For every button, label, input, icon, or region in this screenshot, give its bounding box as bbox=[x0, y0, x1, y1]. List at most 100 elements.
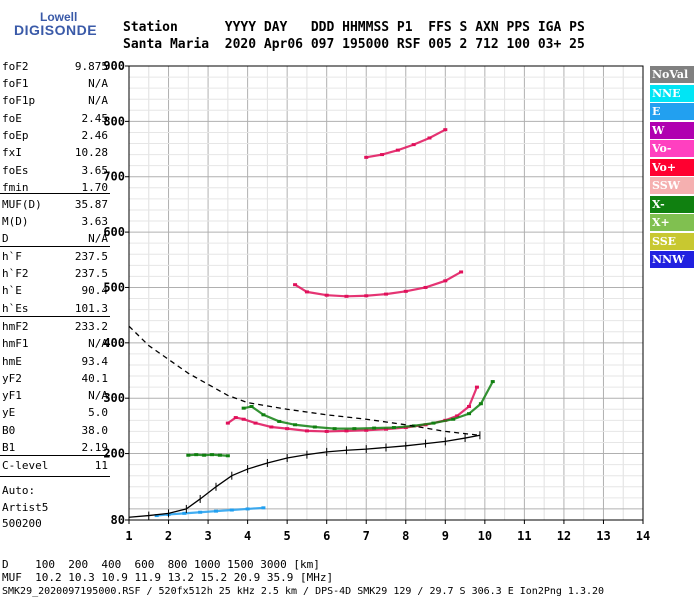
param-name: foF1 bbox=[2, 77, 29, 90]
param-row: foF1 N/A bbox=[2, 77, 108, 95]
footer-file-info: SMK29_2020097195000.RSF / 520fx512h 25 k… bbox=[2, 586, 605, 597]
autoscaling-version: 500200 bbox=[2, 517, 42, 530]
param-value: 5.0 bbox=[88, 406, 108, 419]
y-tick-label: 800 bbox=[103, 114, 125, 128]
param-value: N/A bbox=[88, 94, 108, 107]
param-value: 38.0 bbox=[81, 424, 109, 437]
param-name: C-level bbox=[2, 459, 49, 472]
x-tick-label: 13 bbox=[596, 529, 610, 543]
param-row: M(D) 3.63 bbox=[2, 215, 108, 233]
y-tick-label: 400 bbox=[103, 336, 125, 350]
param-row: fmin 1.70 bbox=[2, 181, 108, 199]
param-name: h`F2 bbox=[2, 267, 29, 280]
legend-item: E bbox=[650, 103, 694, 120]
param-row: h`E 90.4 bbox=[2, 284, 108, 302]
param-row: hmF1 N/A bbox=[2, 337, 108, 355]
param-value: 237.5 bbox=[74, 250, 108, 263]
param-value: N/A bbox=[88, 232, 108, 245]
param-value: 3.65 bbox=[81, 164, 109, 177]
param-value: 11 bbox=[94, 459, 108, 472]
param-value: 10.28 bbox=[74, 146, 108, 159]
param-name: B1 bbox=[2, 441, 16, 454]
param-separator bbox=[0, 246, 110, 247]
param-row: B0 38.0 bbox=[2, 424, 108, 442]
legend-item: NNW bbox=[650, 251, 694, 268]
param-name: M(D) bbox=[2, 215, 29, 228]
legend-item: SSW bbox=[650, 177, 694, 194]
param-value: 101.3 bbox=[74, 302, 108, 315]
param-row: yE 5.0 bbox=[2, 406, 108, 424]
series-trace bbox=[294, 271, 462, 298]
param-value: 237.5 bbox=[74, 267, 108, 280]
param-row: foF1p N/A bbox=[2, 94, 108, 112]
param-name: fmin bbox=[2, 181, 29, 194]
y-tick-label: 900 bbox=[103, 59, 125, 73]
y-tick-label: 300 bbox=[103, 391, 125, 405]
param-separator bbox=[0, 476, 110, 477]
x-tick-label: 14 bbox=[636, 529, 650, 543]
x-tick-label: 8 bbox=[402, 529, 409, 543]
param-row: D N/A bbox=[2, 232, 108, 250]
y-tick-label: 200 bbox=[103, 447, 125, 461]
param-name: hmF1 bbox=[2, 337, 29, 350]
param-value: 1.70 bbox=[81, 181, 109, 194]
series-trace bbox=[366, 128, 446, 159]
param-name: hmF2 bbox=[2, 320, 29, 333]
legend-item: X+ bbox=[650, 214, 694, 231]
x-tick-label: 4 bbox=[244, 529, 251, 543]
legend-item: NoVal bbox=[650, 66, 694, 83]
param-value: N/A bbox=[88, 389, 108, 402]
autoscaling-label: Auto: bbox=[2, 484, 36, 497]
param-row: yF2 40.1 bbox=[2, 372, 108, 390]
param-value: 2.45 bbox=[81, 112, 109, 125]
param-value: 3.63 bbox=[81, 215, 109, 228]
param-value: 9.875 bbox=[74, 60, 108, 73]
param-row: h`F 237.5 bbox=[2, 250, 108, 268]
param-row: foF2 9.875 bbox=[2, 60, 108, 78]
y-tick-label: 600 bbox=[103, 225, 125, 239]
param-row: h`Es 101.3 bbox=[2, 302, 108, 320]
param-separator bbox=[0, 316, 110, 317]
param-value: 40.1 bbox=[81, 372, 109, 385]
series-trace bbox=[156, 506, 264, 517]
param-name: D bbox=[2, 232, 9, 245]
param-name: foEs bbox=[2, 164, 29, 177]
param-name: yE bbox=[2, 406, 16, 419]
param-row: h`F2 237.5 bbox=[2, 267, 108, 285]
param-row: foEp 2.46 bbox=[2, 129, 108, 147]
param-value: 93.4 bbox=[81, 355, 109, 368]
param-row: fxI 10.28 bbox=[2, 146, 108, 164]
y-tick-label: 500 bbox=[103, 280, 125, 294]
y-tick-label: 700 bbox=[103, 170, 125, 184]
param-name: h`Es bbox=[2, 302, 29, 315]
param-name: B0 bbox=[2, 424, 16, 437]
x-tick-label: 2 bbox=[165, 529, 172, 543]
plot-frame bbox=[128, 65, 644, 521]
param-row: yF1 N/A bbox=[2, 389, 108, 407]
param-name: yF2 bbox=[2, 372, 22, 385]
legend-item: W bbox=[650, 121, 694, 139]
param-row: B1 2.19 bbox=[2, 441, 108, 459]
param-name: foE bbox=[2, 112, 22, 125]
param-name: foF2 bbox=[2, 60, 29, 73]
param-row: hmE 93.4 bbox=[2, 355, 108, 373]
param-value: 2.46 bbox=[81, 129, 109, 142]
param-value: 233.2 bbox=[74, 320, 108, 333]
x-tick-label: 10 bbox=[478, 529, 492, 543]
x-tick-label: 5 bbox=[284, 529, 291, 543]
legend-item: SSE bbox=[650, 232, 694, 250]
param-separator bbox=[0, 193, 110, 194]
param-row: C-level 11 bbox=[2, 459, 108, 477]
param-value: 35.87 bbox=[74, 198, 108, 211]
series-trace bbox=[243, 381, 494, 430]
logo-digisonde: DIGISONDE bbox=[14, 22, 98, 38]
param-row: foEs 3.65 bbox=[2, 164, 108, 182]
param-name: MUF(D) bbox=[2, 198, 42, 211]
y-tick-label: 80 bbox=[111, 513, 125, 527]
param-separator bbox=[0, 455, 110, 456]
legend-item: Vo+ bbox=[650, 158, 694, 176]
param-value: 2.19 bbox=[81, 441, 109, 454]
x-tick-label: 6 bbox=[323, 529, 330, 543]
x-tick-label: 7 bbox=[363, 529, 370, 543]
param-name: h`E bbox=[2, 284, 22, 297]
